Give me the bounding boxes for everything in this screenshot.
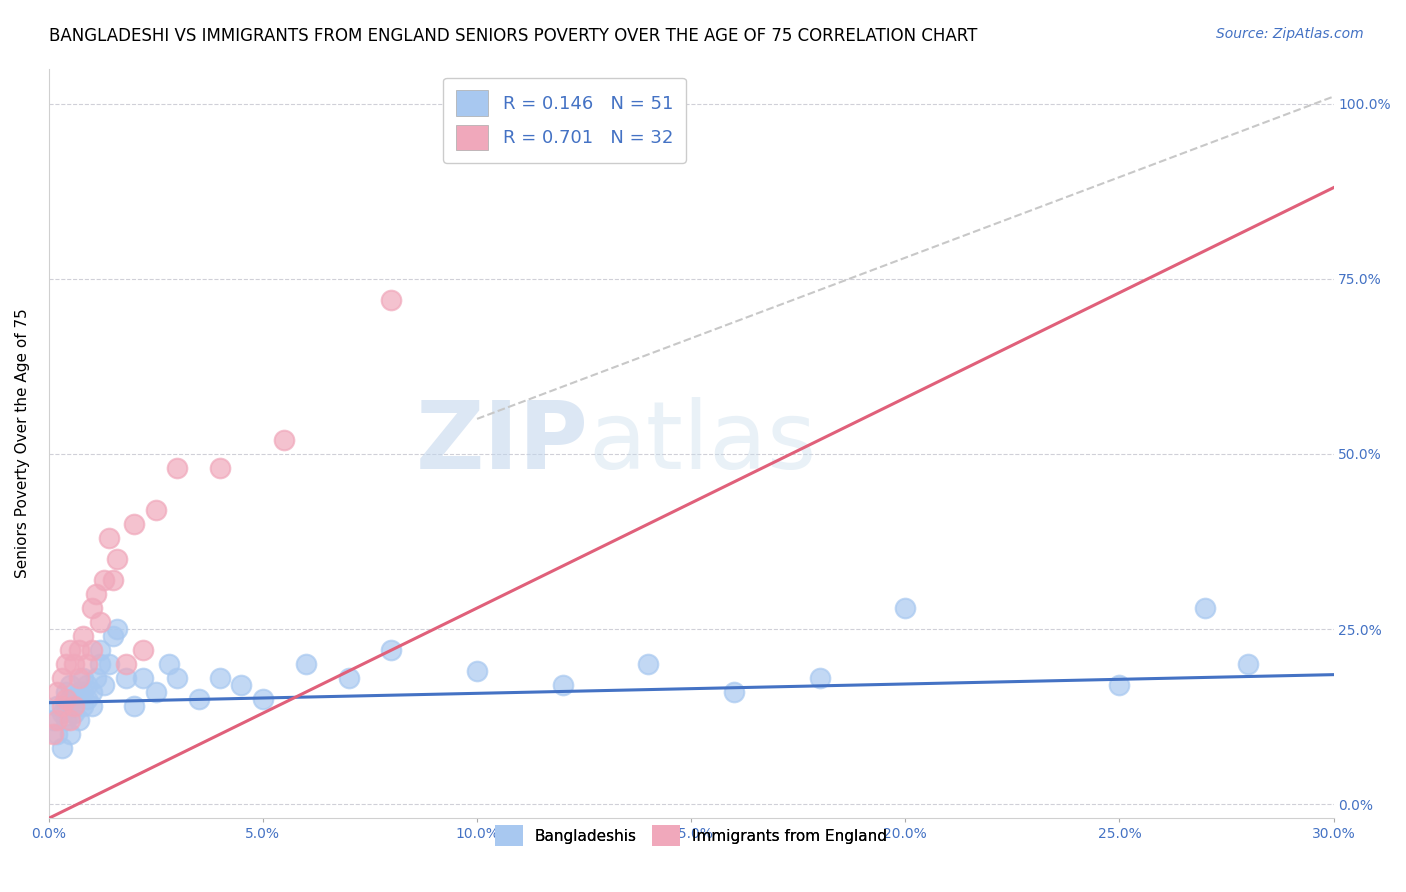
Point: [80, 601, 103, 615]
Point: [72, 685, 94, 699]
Point: [231, 678, 253, 692]
Point: [42, 727, 65, 741]
Point: [63, 699, 86, 714]
Point: [55, 699, 77, 714]
Text: Source: ZipAtlas.com: Source: ZipAtlas.com: [1216, 27, 1364, 41]
Point: [444, 118, 467, 132]
Point: [76, 678, 98, 692]
Point: [380, 293, 402, 307]
Point: [209, 461, 232, 475]
Point: [59, 643, 82, 657]
Point: [132, 671, 155, 685]
Point: [80, 699, 103, 714]
Point: [124, 699, 146, 714]
Point: [97, 657, 120, 672]
Point: [46, 713, 69, 727]
Point: [252, 692, 274, 706]
Point: [273, 433, 295, 447]
Point: [166, 671, 188, 685]
Point: [51, 706, 73, 721]
Point: [46, 699, 69, 714]
Point: [93, 573, 115, 587]
Point: [72, 671, 94, 685]
Point: [1108, 678, 1130, 692]
Text: BANGLADESHI VS IMMIGRANTS FROM ENGLAND SENIORS POVERTY OVER THE AGE OF 75 CORREL: BANGLADESHI VS IMMIGRANTS FROM ENGLAND S…: [49, 27, 977, 45]
Point: [637, 657, 659, 672]
Point: [63, 706, 86, 721]
Point: [59, 692, 82, 706]
Point: [894, 601, 917, 615]
Point: [723, 685, 745, 699]
Point: [132, 643, 155, 657]
Point: [551, 678, 574, 692]
Point: [51, 741, 73, 756]
Text: atlas: atlas: [588, 398, 817, 490]
Point: [55, 713, 77, 727]
Point: [337, 671, 360, 685]
Point: [93, 678, 115, 692]
Point: [67, 685, 90, 699]
Point: [55, 692, 77, 706]
Point: [105, 552, 128, 566]
Point: [294, 657, 316, 672]
Point: [209, 671, 232, 685]
Point: [46, 727, 69, 741]
Point: [51, 671, 73, 685]
Point: [89, 657, 111, 672]
Point: [124, 516, 146, 531]
Point: [51, 699, 73, 714]
Point: [55, 685, 77, 699]
Point: [67, 671, 90, 685]
Point: [55, 657, 77, 672]
Point: [76, 657, 98, 672]
Point: [46, 685, 69, 699]
Point: [114, 657, 136, 672]
Point: [72, 699, 94, 714]
Point: [76, 692, 98, 706]
Point: [97, 531, 120, 545]
Point: [67, 713, 90, 727]
Point: [84, 671, 107, 685]
Text: ZIP: ZIP: [416, 398, 588, 490]
Point: [84, 587, 107, 601]
Point: [114, 671, 136, 685]
Point: [101, 629, 124, 643]
Point: [105, 622, 128, 636]
Point: [465, 664, 488, 678]
Point: [63, 657, 86, 672]
Point: [1237, 657, 1260, 672]
Point: [808, 671, 831, 685]
Point: [59, 727, 82, 741]
Point: [59, 713, 82, 727]
Point: [89, 643, 111, 657]
Point: [80, 643, 103, 657]
Point: [101, 573, 124, 587]
Point: [89, 615, 111, 629]
Point: [157, 657, 180, 672]
Point: [80, 685, 103, 699]
Point: [67, 643, 90, 657]
Point: [166, 461, 188, 475]
Y-axis label: Seniors Poverty Over the Age of 75: Seniors Poverty Over the Age of 75: [15, 309, 30, 578]
Point: [380, 643, 402, 657]
Point: [1194, 601, 1216, 615]
Point: [42, 713, 65, 727]
Legend: Bangladeshis, Immigrants from England: Bangladeshis, Immigrants from England: [486, 815, 896, 855]
Point: [145, 503, 167, 517]
Point: [59, 678, 82, 692]
Point: [145, 685, 167, 699]
Point: [63, 692, 86, 706]
Point: [72, 629, 94, 643]
Point: [187, 692, 209, 706]
